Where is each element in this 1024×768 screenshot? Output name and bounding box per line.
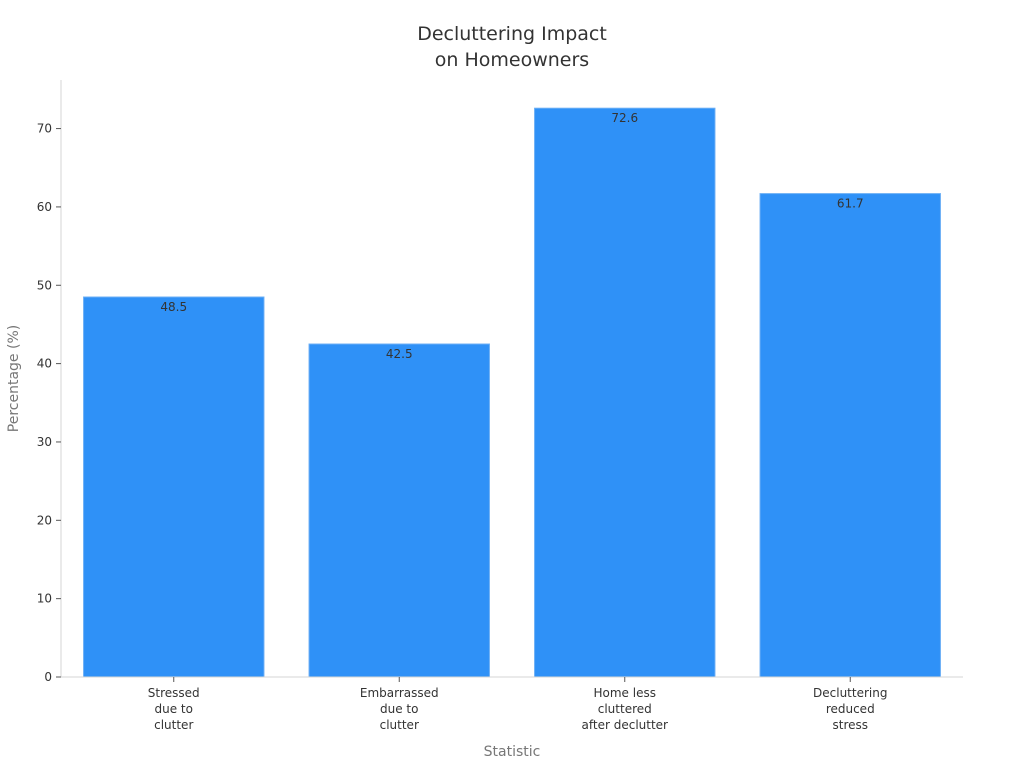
chart-title: Decluttering Impact on Homeowners (417, 23, 607, 71)
y-axis-title: Percentage (%) (6, 325, 22, 432)
x-axis: Stressed due to clutter Embarrassed due to cl… (61, 676, 963, 732)
y-tick-label: 50 (37, 278, 52, 292)
bar (534, 107, 716, 678)
x-tick-label: due to (155, 702, 193, 716)
x-tick-label: after declutter (582, 718, 669, 732)
bar-value-label: 72.6 (611, 111, 638, 125)
bar-value-label: 42.5 (386, 347, 413, 361)
x-tick-label: clutter (380, 718, 419, 732)
chart-title-line-1: Decluttering Impact (417, 23, 607, 45)
x-tick-label: Stressed (148, 686, 200, 700)
y-tick-label: 60 (37, 200, 52, 214)
y-tick-label: 70 (37, 122, 52, 136)
x-tick-label: cluttered (598, 702, 652, 716)
y-tick-label: 0 (44, 670, 52, 684)
bar (308, 343, 490, 678)
y-tick-label: 30 (37, 435, 52, 449)
bars-group (83, 107, 941, 678)
chart-title-line-2: on Homeowners (435, 49, 589, 71)
x-axis-title: Statistic (484, 744, 541, 760)
y-axis: 0 10 20 30 40 50 60 70 (37, 80, 62, 684)
bar-value-label: 61.7 (837, 197, 864, 211)
x-tick-label: Decluttering (813, 686, 887, 700)
x-tick-label: clutter (154, 718, 193, 732)
y-tick-label: 40 (37, 357, 52, 371)
x-tick-label: stress (832, 718, 868, 732)
x-tick-label: reduced (826, 702, 875, 716)
x-tick-label: Home less (594, 686, 656, 700)
bar (83, 296, 265, 678)
bar (759, 193, 941, 678)
y-tick-label: 10 (37, 592, 52, 606)
data-labels-group: 48.5 42.5 72.6 61.7 (160, 111, 863, 361)
bar-value-label: 48.5 (160, 300, 187, 314)
y-tick-label: 20 (37, 513, 52, 527)
x-tick-label: Embarrassed (360, 686, 439, 700)
x-tick-label: due to (380, 702, 418, 716)
